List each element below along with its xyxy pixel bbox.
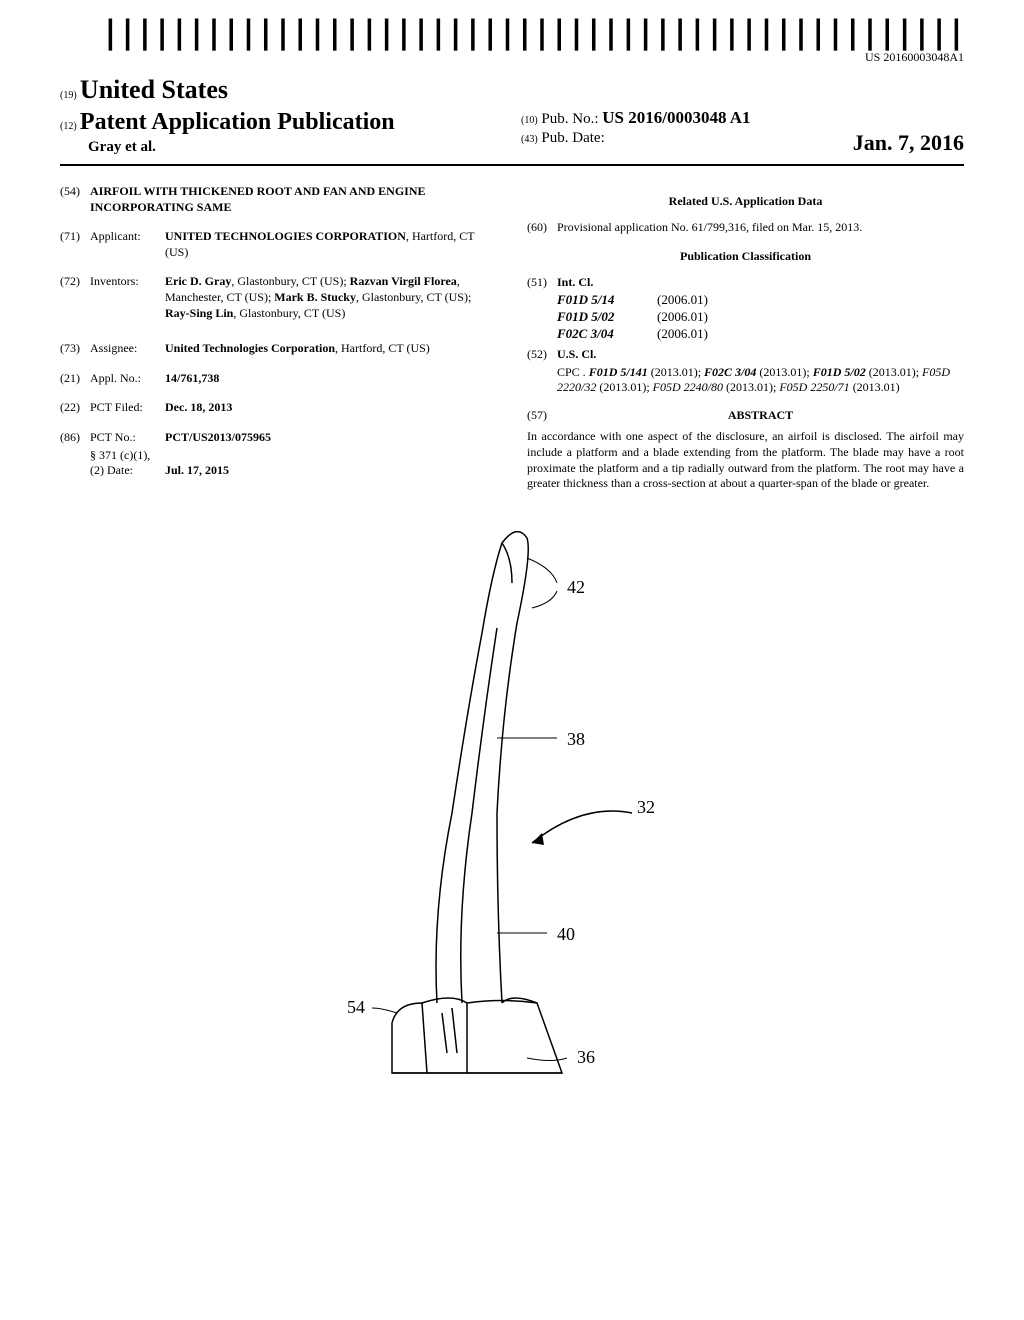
pct-no-value: PCT/US2013/075965 — [165, 430, 497, 446]
author-line: Gray et al. — [60, 138, 503, 158]
intcl-year-2: (2006.01) — [657, 309, 757, 326]
assignee-loc: , Hartford, CT (US) — [335, 341, 430, 355]
right-column: Related U.S. Application Data (60) Provi… — [527, 184, 964, 493]
applicant-num: (71) — [60, 229, 90, 260]
pct-no-label: PCT No.: — [90, 430, 165, 446]
doc-type: Patent Application Publication — [80, 109, 395, 135]
pub-no-num: (10) — [521, 115, 538, 126]
left-column: (54) AIRFOIL WITH THICKENED ROOT AND FAN… — [60, 184, 497, 493]
section-371-label: § 371 (c)(1), — [60, 448, 497, 464]
uscl-num: (52) — [527, 347, 557, 363]
invention-title: AIRFOIL WITH THICKENED ROOT AND FAN AND … — [90, 184, 497, 215]
pub-date-value: Jan. 7, 2016 — [853, 129, 964, 158]
cpc-1y: (2013.01); — [648, 365, 704, 379]
cpc-5: F05D 2240/80 — [653, 380, 723, 394]
related-heading: Related U.S. Application Data — [527, 194, 964, 210]
pub-no-prefix: Pub. No.: — [541, 111, 598, 127]
cpc-6: F05D 2250/71 — [779, 380, 849, 394]
divider-line — [60, 164, 964, 166]
pct-filed-value: Dec. 18, 2013 — [165, 400, 497, 416]
fig-label-36: 36 — [577, 1047, 595, 1067]
inv1-name: Eric D. Gray — [165, 274, 231, 288]
date2-label: (2) Date: — [90, 463, 165, 479]
pct-no-num: (86) — [60, 430, 90, 446]
intcl-code-1: F01D 5/14 — [557, 292, 657, 309]
applicant-name: UNITED TECHNOLOGIES CORPORATION — [165, 229, 406, 243]
pct-filed-num: (22) — [60, 400, 90, 416]
cpc-3: F01D 5/02 — [813, 365, 866, 379]
header-block: (19) United States (12) Patent Applicati… — [60, 73, 964, 157]
cpc-4y: (2013.01); — [596, 380, 652, 394]
pub-no-value: US 2016/0003048 A1 — [602, 108, 750, 127]
doc-type-num: (12) — [60, 121, 77, 132]
intcl-code-2: F01D 5/02 — [557, 309, 657, 326]
appl-num: (21) — [60, 371, 90, 387]
intcl-num: (51) — [527, 275, 557, 291]
assignee-name: United Technologies Corporation — [165, 341, 335, 355]
inv3-loc: , Glastonbury, CT (US); — [356, 290, 471, 304]
cpc-prefix: CPC . — [557, 365, 589, 379]
fig-label-42: 42 — [567, 577, 585, 597]
inventors-label: Inventors: — [90, 274, 165, 321]
classification-heading: Publication Classification — [527, 249, 964, 265]
fig-label-40: 40 — [557, 924, 575, 944]
intcl-year-3: (2006.01) — [657, 326, 757, 343]
barcode-number: US 20160003048A1 — [60, 50, 964, 66]
intcl-code-3: F02C 3/04 — [557, 326, 657, 343]
appl-label: Appl. No.: — [90, 371, 165, 387]
cpc-line: CPC . F01D 5/141 (2013.01); F02C 3/04 (2… — [527, 365, 964, 396]
inv1-loc: , Glastonbury, CT (US); — [231, 274, 349, 288]
applicant-label: Applicant: — [90, 229, 165, 260]
pub-date-num: (43) — [521, 134, 538, 145]
pct-filed-label: PCT Filed: — [90, 400, 165, 416]
cpc-2: F02C 3/04 — [704, 365, 756, 379]
cpc-2y: (2013.01); — [756, 365, 812, 379]
assignee-label: Assignee: — [90, 341, 165, 357]
pub-date-prefix: Pub. Date: — [541, 130, 604, 146]
uscl-label: U.S. Cl. — [557, 347, 964, 363]
airfoil-figure-svg: 42 38 32 40 54 36 — [302, 513, 722, 1113]
inv4-name: Ray-Sing Lin — [165, 306, 233, 320]
cpc-5y: (2013.01); — [723, 380, 779, 394]
abstract-text: In accordance with one aspect of the dis… — [527, 429, 964, 491]
inventors-num: (72) — [60, 274, 90, 321]
inventors-list: Eric D. Gray, Glastonbury, CT (US); Razv… — [165, 274, 497, 321]
inv2-name: Razvan Virgil Florea — [350, 274, 457, 288]
cpc-6y: (2013.01) — [850, 380, 900, 394]
fig-label-32: 32 — [637, 797, 655, 817]
body-columns: (54) AIRFOIL WITH THICKENED ROOT AND FAN… — [60, 184, 964, 493]
country-name: United States — [80, 75, 228, 104]
patent-figure: 42 38 32 40 54 36 — [60, 513, 964, 1118]
fig-label-38: 38 — [567, 729, 585, 749]
appl-value: 14/761,738 — [165, 371, 497, 387]
cpc-1: F01D 5/141 — [589, 365, 648, 379]
inv3-name: Mark B. Stucky — [274, 290, 356, 304]
barcode-area: ||||||||||||||||||||||||||||||||||||||||… — [60, 20, 964, 48]
country-code-num: (19) — [60, 90, 77, 101]
abstract-num: (57) — [527, 408, 557, 424]
inv4-loc: , Glastonbury, CT (US) — [233, 306, 345, 320]
title-num: (54) — [60, 184, 90, 215]
fig-label-54: 54 — [347, 997, 365, 1017]
intcl-label: Int. Cl. — [557, 275, 964, 291]
prov-num: (60) — [527, 220, 557, 236]
intcl-year-1: (2006.01) — [657, 292, 757, 309]
assignee-num: (73) — [60, 341, 90, 357]
prov-text: Provisional application No. 61/799,316, … — [557, 220, 964, 236]
abstract-label: ABSTRACT — [557, 408, 964, 424]
cpc-3y: (2013.01); — [866, 365, 922, 379]
barcode-graphic: ||||||||||||||||||||||||||||||||||||||||… — [101, 20, 964, 46]
date2-value: Jul. 17, 2015 — [165, 463, 497, 479]
